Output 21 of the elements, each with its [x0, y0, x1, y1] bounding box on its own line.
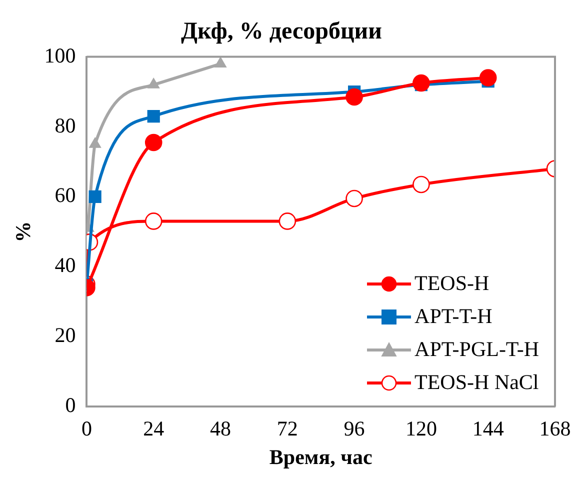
y-tick-label: 40 — [54, 253, 76, 278]
x-tick-label: 24 — [143, 416, 165, 441]
y-tick-label: 20 — [54, 323, 76, 348]
x-tick-label: 144 — [472, 416, 504, 441]
x-tick-label: 72 — [276, 416, 298, 441]
x-tick-label: 48 — [210, 416, 231, 441]
x-tick-label: 168 — [539, 416, 571, 441]
y-tick-label: 80 — [54, 113, 76, 138]
y-tick-label: 0 — [65, 393, 76, 418]
legend-label: TEOS-H — [414, 271, 490, 296]
y-tick-label: 60 — [54, 183, 76, 208]
legend-label: APT-T-H — [414, 304, 492, 329]
legend-label: TEOS-H NaCl — [414, 370, 539, 395]
x-tick-label: 120 — [405, 416, 437, 441]
x-tick-label: 0 — [81, 416, 92, 441]
x-axis-title: Время, час — [269, 444, 372, 469]
chart-title: Дкф, % десорбции — [181, 18, 382, 45]
y-tick-label: 100 — [44, 43, 76, 68]
x-tick-label: 96 — [344, 416, 365, 441]
y-axis-title: % — [11, 221, 36, 242]
legend-label: APT-PGL-T-H — [414, 337, 539, 362]
